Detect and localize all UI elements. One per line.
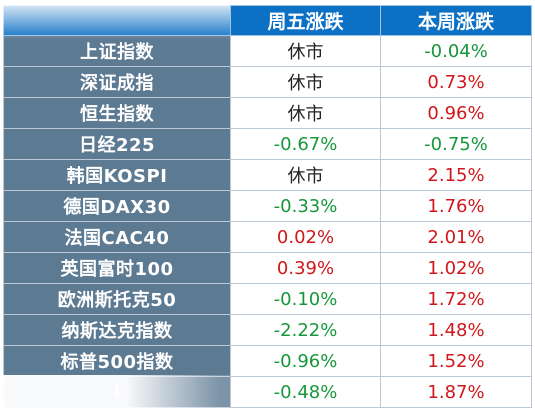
friday-change-cell: -0.48% — [230, 376, 381, 408]
table-row: 标普500指数 -0.96% 1.52% — [3, 345, 532, 377]
weekly-change-cell: -0.04% — [380, 35, 532, 67]
weekly-change-cell: 1.76% — [380, 190, 532, 222]
index-name: 纳斯达克指数 — [3, 314, 231, 346]
weekly-change-cell: 2.01% — [380, 221, 532, 253]
weekly-change-cell: 0.96% — [380, 97, 532, 129]
table-row: 韩国KOSPI 休市 2.15% — [3, 159, 532, 191]
friday-change-cell: -0.33% — [230, 190, 381, 222]
weekly-change-cell: 1.52% — [380, 345, 532, 377]
cropped-edge-top — [0, 0, 230, 40]
index-name: 标普500指数 — [3, 345, 231, 377]
index-name: 深证成指 — [3, 66, 231, 98]
cropped-edge-bottom — [0, 375, 230, 413]
friday-change-cell: -0.67% — [230, 128, 381, 160]
table-row: 上证指数 休市 -0.04% — [3, 35, 532, 67]
table-body: 上证指数 休市 -0.04% 深证成指 休市 0.73% 恒生指数 休市 0.96% 日经225-… — [3, 35, 532, 408]
friday-change-cell: 休市 — [230, 66, 381, 98]
friday-change-cell: 休市 — [230, 159, 381, 191]
friday-change-cell: 休市 — [230, 97, 381, 129]
weekly-change-cell: 2.15% — [380, 159, 532, 191]
weekly-change-cell: 1.02% — [380, 252, 532, 284]
index-name: 德国DAX30 — [3, 190, 231, 222]
friday-change-cell: 休市 — [230, 35, 381, 67]
weekly-change-cell: 0.73% — [380, 66, 532, 98]
index-name: 法国CAC40 — [3, 221, 231, 253]
table-row: 欧洲斯托克50 -0.10% 1.72% — [3, 283, 532, 315]
header-friday-change: 周五涨跌 — [230, 5, 381, 36]
market-performance-table: 周五涨跌 本周涨跌 上证指数 休市 -0.04% 深证成指 休市 0.73% 恒生指数 休市 0… — [3, 5, 532, 408]
table-row: 法国CAC40 0.02% 2.01% — [3, 221, 532, 253]
table-row: 恒生指数 休市 0.96% — [3, 97, 532, 129]
table-row: 英国富时100 0.39% 1.02% — [3, 252, 532, 284]
friday-change-cell: 0.02% — [230, 221, 381, 253]
friday-change-cell: -2.22% — [230, 314, 381, 346]
index-name: 日经225 — [3, 128, 231, 160]
table-row: 德国DAX30 -0.33% 1.76% — [3, 190, 532, 222]
weekly-change-cell: 1.87% — [380, 376, 532, 408]
header-weekly-change: 本周涨跌 — [380, 5, 532, 36]
friday-change-cell: -0.96% — [230, 345, 381, 377]
index-name: 恒生指数 — [3, 97, 231, 129]
table-row: 深证成指 休市 0.73% — [3, 66, 532, 98]
weekly-change-cell: 1.72% — [380, 283, 532, 315]
table-row: 纳斯达克指数 -2.22% 1.48% — [3, 314, 532, 346]
index-name: 韩国KOSPI — [3, 159, 231, 191]
index-name: 英国富时100 — [3, 252, 231, 284]
table-row: 日经225 -0.67% -0.75% — [3, 128, 532, 160]
weekly-change-cell: -0.75% — [380, 128, 532, 160]
friday-change-cell: -0.10% — [230, 283, 381, 315]
index-name: 欧洲斯托克50 — [3, 283, 231, 315]
weekly-change-cell: 1.48% — [380, 314, 532, 346]
index-name: 上证指数 — [3, 35, 231, 67]
friday-change-cell: 0.39% — [230, 252, 381, 284]
